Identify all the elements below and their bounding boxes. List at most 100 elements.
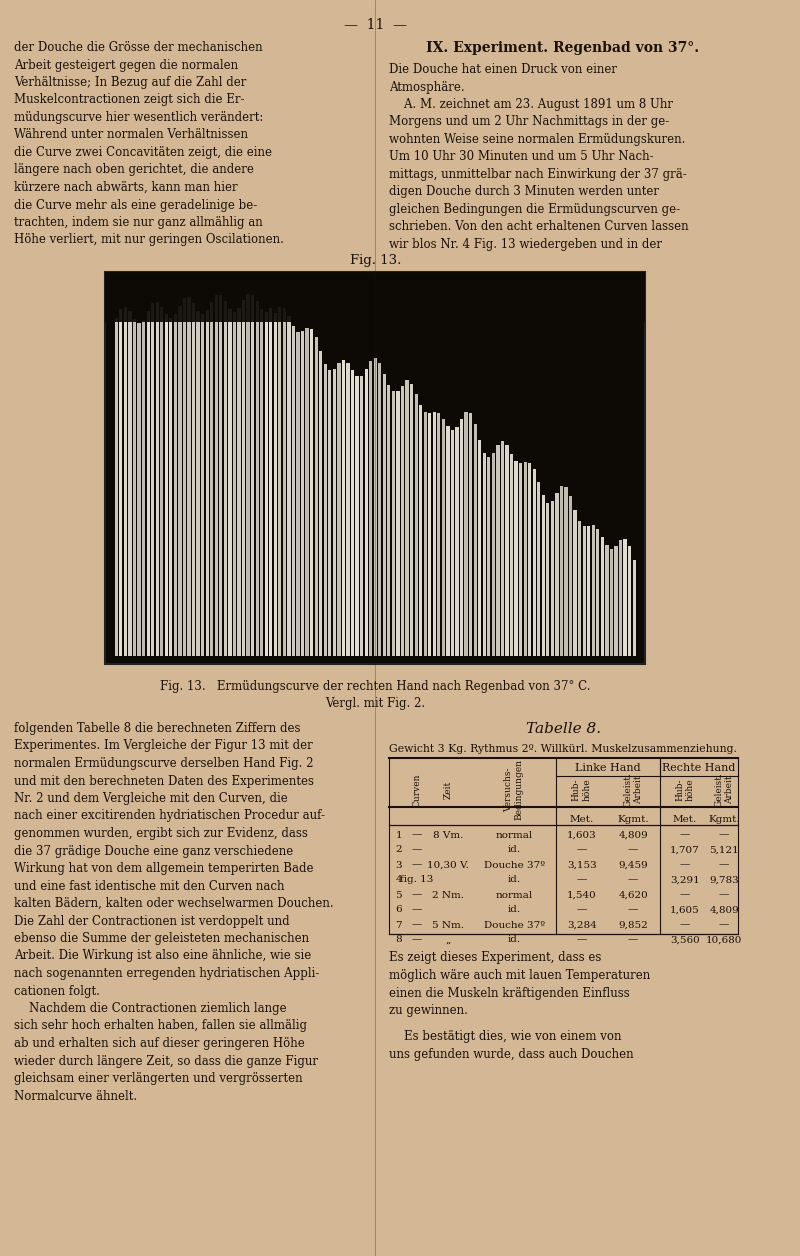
Text: 1,540: 1,540 <box>566 891 597 899</box>
Text: einen die Muskeln kräftigenden Einfluss: einen die Muskeln kräftigenden Einfluss <box>390 986 630 1000</box>
Text: —: — <box>411 906 422 914</box>
Text: Kgmt.: Kgmt. <box>618 814 649 824</box>
Text: Die Zahl der Contractionen ist verdoppelt und: Die Zahl der Contractionen ist verdoppel… <box>14 914 290 927</box>
Text: Gewicht 3 Kg. Rythmus 2º. Willkürl. Muskelzusammenziehung.: Gewicht 3 Kg. Rythmus 2º. Willkürl. Musk… <box>390 744 737 754</box>
FancyBboxPatch shape <box>596 529 599 656</box>
Text: 6: 6 <box>395 906 402 914</box>
Text: 2 Nm.: 2 Nm. <box>433 891 465 899</box>
Text: gleichen Bedingungen die Ermüdungscurven ge-: gleichen Bedingungen die Ermüdungscurven… <box>390 203 681 216</box>
Text: id.: id. <box>507 875 521 884</box>
Text: 8: 8 <box>395 936 402 945</box>
Text: 5 Nm.: 5 Nm. <box>433 921 465 929</box>
FancyBboxPatch shape <box>392 391 395 656</box>
FancyBboxPatch shape <box>533 468 536 656</box>
FancyBboxPatch shape <box>328 371 331 656</box>
Text: Fig. 13.: Fig. 13. <box>350 254 401 268</box>
FancyBboxPatch shape <box>170 318 173 656</box>
FancyBboxPatch shape <box>265 313 268 656</box>
Text: Met.: Met. <box>570 814 594 824</box>
Text: Met.: Met. <box>673 814 697 824</box>
FancyBboxPatch shape <box>401 387 404 656</box>
FancyBboxPatch shape <box>128 311 131 656</box>
Text: 9,852: 9,852 <box>618 921 648 929</box>
FancyBboxPatch shape <box>105 273 646 664</box>
FancyBboxPatch shape <box>442 420 445 656</box>
Text: cationen folgt.: cationen folgt. <box>14 985 100 997</box>
FancyBboxPatch shape <box>178 305 182 656</box>
Text: Normalcurve ähnelt.: Normalcurve ähnelt. <box>14 1089 137 1103</box>
Text: 3,153: 3,153 <box>566 860 597 869</box>
Text: —: — <box>628 906 638 914</box>
Text: gleichsam einer verlängerten und vergrösserten: gleichsam einer verlängerten und vergrös… <box>14 1073 302 1085</box>
Text: Tabelle 8.: Tabelle 8. <box>526 722 602 736</box>
Text: —: — <box>411 891 422 899</box>
FancyBboxPatch shape <box>269 308 272 656</box>
FancyBboxPatch shape <box>355 376 358 656</box>
Text: ebenso die Summe der geleisteten mechanischen: ebenso die Summe der geleisteten mechani… <box>14 932 309 945</box>
FancyBboxPatch shape <box>606 545 609 656</box>
FancyBboxPatch shape <box>428 413 431 656</box>
Text: —: — <box>411 921 422 929</box>
FancyBboxPatch shape <box>492 452 495 656</box>
Text: Curven: Curven <box>412 774 421 806</box>
Text: Arbeit gesteigert gegen die normalen: Arbeit gesteigert gegen die normalen <box>14 59 238 72</box>
FancyBboxPatch shape <box>105 273 646 322</box>
FancyBboxPatch shape <box>155 301 159 656</box>
Text: 2: 2 <box>395 845 402 854</box>
FancyBboxPatch shape <box>138 323 141 656</box>
FancyBboxPatch shape <box>374 358 377 656</box>
FancyBboxPatch shape <box>487 457 490 656</box>
FancyBboxPatch shape <box>333 369 336 656</box>
Text: 1,605: 1,605 <box>670 906 700 914</box>
FancyBboxPatch shape <box>338 363 341 656</box>
FancyBboxPatch shape <box>592 525 595 656</box>
FancyBboxPatch shape <box>238 308 241 656</box>
FancyBboxPatch shape <box>228 309 231 656</box>
Text: 1,707: 1,707 <box>670 845 700 854</box>
FancyBboxPatch shape <box>210 301 214 656</box>
FancyBboxPatch shape <box>501 441 504 656</box>
Text: 5: 5 <box>395 891 402 899</box>
FancyBboxPatch shape <box>251 294 254 656</box>
FancyBboxPatch shape <box>438 413 441 656</box>
FancyBboxPatch shape <box>587 526 590 656</box>
Text: zu gewinnen.: zu gewinnen. <box>390 1004 468 1017</box>
FancyBboxPatch shape <box>514 461 518 656</box>
FancyBboxPatch shape <box>406 381 409 656</box>
Text: Kgmt.: Kgmt. <box>709 814 740 824</box>
FancyBboxPatch shape <box>510 453 513 656</box>
FancyBboxPatch shape <box>219 295 222 656</box>
FancyBboxPatch shape <box>523 462 526 656</box>
Text: Höhe verliert, mit nur geringen Oscilationen.: Höhe verliert, mit nur geringen Oscilati… <box>14 234 284 246</box>
Text: Es bestätigt dies, wie von einem von: Es bestätigt dies, wie von einem von <box>390 1030 622 1044</box>
FancyBboxPatch shape <box>214 295 218 656</box>
Text: —: — <box>719 921 730 929</box>
Text: —: — <box>719 860 730 869</box>
Text: fig. 13: fig. 13 <box>400 875 434 884</box>
FancyBboxPatch shape <box>119 309 122 656</box>
FancyBboxPatch shape <box>242 300 245 656</box>
Text: Vergl. mit Fig. 2.: Vergl. mit Fig. 2. <box>325 697 426 710</box>
Text: Fig. 13.   Ermüdungscurve der rechten Hand nach Regenbad von 37° C.: Fig. 13. Ermüdungscurve der rechten Hand… <box>160 679 590 693</box>
FancyBboxPatch shape <box>369 360 372 656</box>
Text: —  11  —: — 11 — <box>344 18 406 31</box>
FancyBboxPatch shape <box>623 539 626 656</box>
Text: Versuchs-
Bedingungen: Versuchs- Bedingungen <box>504 760 524 820</box>
FancyBboxPatch shape <box>478 440 482 656</box>
FancyBboxPatch shape <box>610 549 613 656</box>
Text: id.: id. <box>507 906 521 914</box>
FancyBboxPatch shape <box>278 306 282 656</box>
Text: 3,284: 3,284 <box>566 921 597 929</box>
Text: möglich wäre auch mit lauen Temperaturen: möglich wäre auch mit lauen Temperaturen <box>390 968 650 982</box>
Text: Arbeit. Die Wirkung ist also eine ähnliche, wie sie: Arbeit. Die Wirkung ist also eine ähnlic… <box>14 950 311 962</box>
Text: Hub-
höhe: Hub- höhe <box>675 779 694 801</box>
FancyBboxPatch shape <box>282 308 286 656</box>
Text: Nr. 2 und dem Vergleiche mit den Curven, die: Nr. 2 und dem Vergleiche mit den Curven,… <box>14 793 288 805</box>
Text: —: — <box>411 830 422 839</box>
Text: —: — <box>628 845 638 854</box>
FancyBboxPatch shape <box>469 413 472 656</box>
FancyBboxPatch shape <box>628 546 631 656</box>
Text: —: — <box>577 936 587 945</box>
Text: Geleist.
Arbeit: Geleist. Arbeit <box>714 772 734 808</box>
FancyBboxPatch shape <box>310 329 314 656</box>
